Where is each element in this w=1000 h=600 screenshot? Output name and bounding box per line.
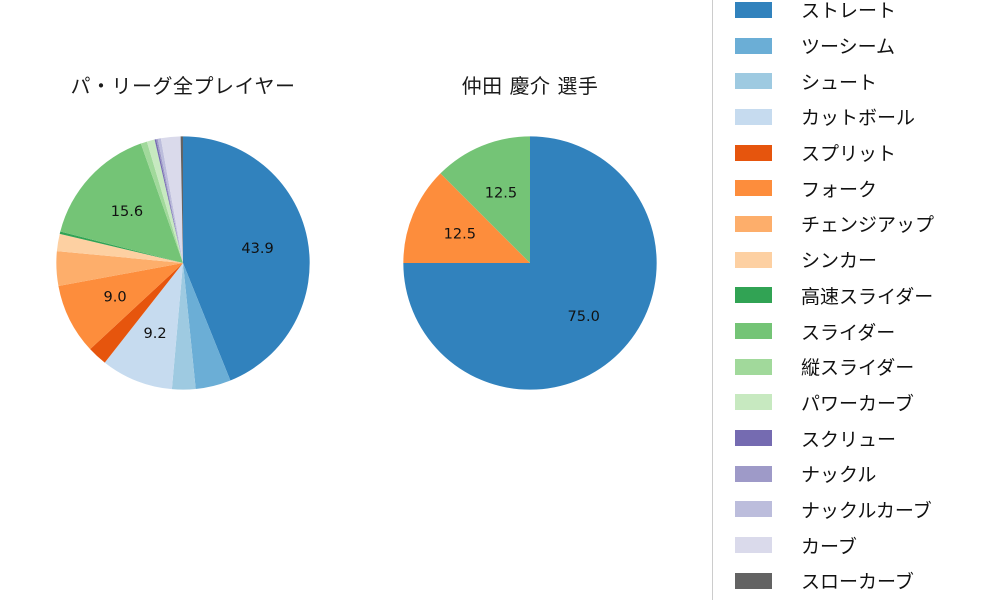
legend-item: 高速スライダー [735, 278, 1000, 314]
pie-slice [157, 138, 183, 263]
pie-slice [90, 263, 183, 363]
legend-item: カットボール [735, 99, 1000, 135]
legend-item: スプリット [735, 135, 1000, 171]
legend-swatch [735, 180, 772, 197]
legend-item: カーブ [735, 527, 1000, 563]
legend-label: シンカー [801, 250, 878, 273]
legend-label: 縦スライダー [801, 357, 915, 380]
pie-slice-label: 15.6 [111, 203, 143, 220]
legend-item: スクリュー [735, 420, 1000, 456]
legend-label: カットボール [801, 107, 916, 130]
pie-slice [440, 136, 530, 263]
legend-item: 縦スライダー [735, 349, 1000, 385]
legend-item: ナックルカーブ [735, 492, 1000, 528]
legend-label: スプリット [801, 143, 897, 166]
legend-swatch [735, 287, 772, 304]
legend-item: ツーシーム [735, 28, 1000, 64]
legend-label: シュート [801, 71, 878, 94]
legend-swatch [735, 430, 772, 447]
pie-slice [59, 231, 183, 263]
legend-swatch [735, 215, 772, 232]
pie-slice [160, 136, 183, 263]
legend-swatch [735, 572, 772, 589]
legend-swatch [735, 108, 772, 125]
legend-label: ナックル [801, 464, 877, 487]
pie-slice-label: 9.2 [143, 325, 166, 342]
right-chart-title: 仲田 慶介 選手 [461, 74, 599, 98]
right-pie-chart: 75.0 12.5 12.5 [403, 136, 657, 390]
left-chart-title: パ・リーグ全プレイヤー [70, 74, 296, 98]
legend-label: スクリュー [801, 428, 897, 451]
pie-slice [154, 139, 183, 263]
legend-label: ストレート [801, 0, 897, 23]
pie-slice-label: 75.0 [568, 308, 600, 325]
legend-label: 高速スライダー [801, 285, 934, 308]
pie-slice-label: 43.9 [241, 240, 273, 257]
pie-slice [180, 136, 183, 263]
legend-label: フォーク [801, 178, 878, 201]
pie-slice-label: 9.0 [103, 289, 126, 306]
legend-label: パワーカーブ [801, 392, 914, 415]
legend-label: ナックルカーブ [801, 499, 932, 522]
legend-swatch [735, 251, 772, 268]
pie-slice-label: 12.5 [444, 225, 476, 242]
legend-swatch [735, 144, 772, 161]
pie-slice [156, 138, 183, 263]
legend-swatch [735, 465, 772, 482]
legend-item: シンカー [735, 242, 1000, 278]
legend-item: スライダー [735, 313, 1000, 349]
pie-slice-label: 12.5 [485, 184, 517, 201]
pie-slice [403, 136, 657, 390]
pie-slice [403, 173, 530, 263]
legend-label: スローカーブ [801, 571, 914, 594]
legend-swatch [735, 394, 772, 411]
legend-swatch [735, 358, 772, 375]
legend-swatch [735, 73, 772, 90]
pie-slice [183, 263, 231, 390]
legend-swatch [735, 37, 772, 54]
legend-label: スライダー [801, 321, 896, 344]
pie-slice [58, 263, 183, 350]
pie-slice [140, 141, 183, 263]
legend-label: ツーシーム [801, 36, 896, 59]
left-pie-chart: 43.9 9.2 9.0 15.6 [56, 136, 310, 390]
legend-label: チェンジアップ [801, 214, 935, 237]
pie-slice [171, 263, 196, 390]
pie-slice [183, 136, 310, 381]
legend: ストレートツーシームシュートカットボール スプリットフォークチェンジアップ シンカー… [712, 0, 1000, 600]
legend-swatch [735, 537, 772, 554]
pie-slice [146, 139, 183, 263]
pie-slice [56, 251, 183, 286]
legend-item: パワーカーブ [735, 385, 1000, 421]
legend-item: スローカーブ [735, 563, 1000, 599]
legend-item: シュート [735, 63, 1000, 99]
pie-slice [60, 143, 183, 263]
legend-swatch [735, 1, 772, 18]
pie-slice [104, 263, 183, 390]
legend-swatch [735, 501, 772, 518]
legend-item: ナックル [735, 456, 1000, 492]
legend-item: チェンジアップ [735, 206, 1000, 242]
legend-swatch [735, 323, 772, 340]
legend-item: フォーク [735, 170, 1000, 206]
legend-label: カーブ [801, 535, 857, 558]
pie-slice [56, 233, 183, 263]
legend-item: ストレート [735, 0, 1000, 28]
